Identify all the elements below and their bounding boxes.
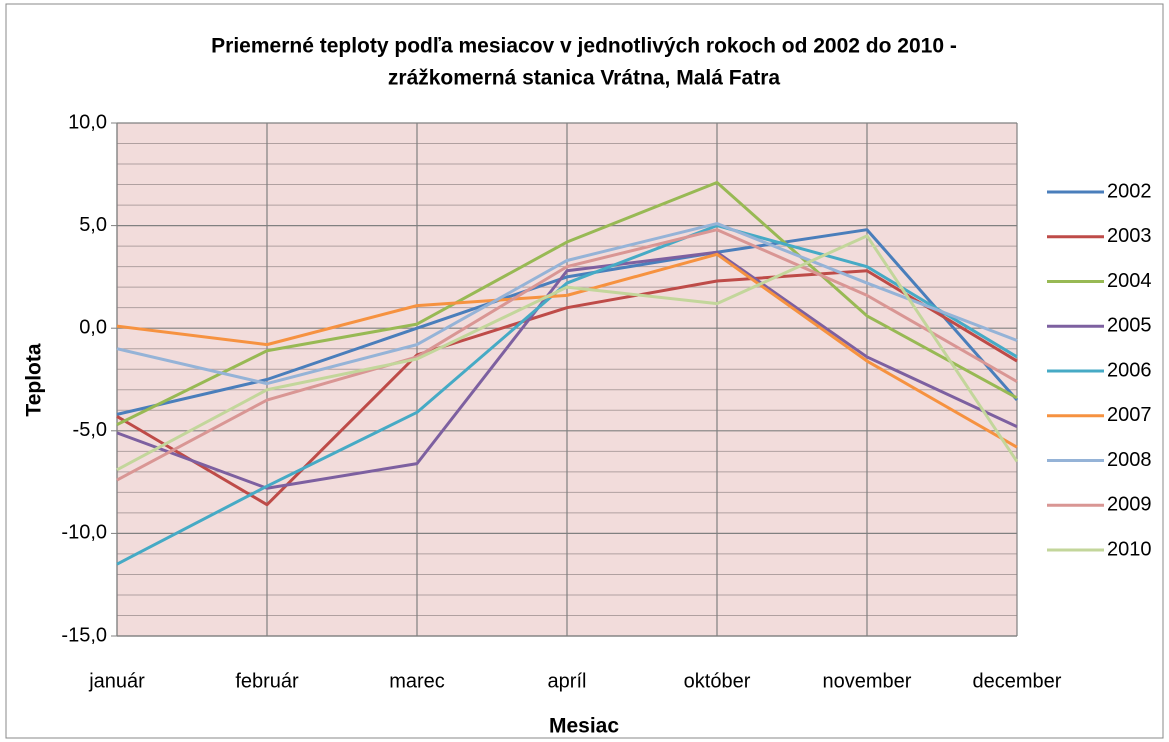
- x-tick-label: apríl: [548, 670, 587, 692]
- legend-label: 2007: [1107, 404, 1152, 426]
- legend-label: 2005: [1107, 315, 1152, 337]
- series-line: [116, 181, 1018, 426]
- x-tick-label: december: [973, 670, 1062, 692]
- series-line: [116, 269, 1018, 507]
- series-line: [116, 252, 1018, 449]
- series-line: [116, 222, 1018, 386]
- chart-title: Priemerné teploty podľa mesiacov v jedno…: [211, 35, 957, 58]
- legend-label: 2004: [1107, 270, 1152, 292]
- series-line: [116, 228, 1018, 482]
- legend-label: 2002: [1107, 180, 1152, 202]
- series-line: [116, 250, 1018, 490]
- legend-label: 2008: [1107, 449, 1152, 471]
- chart-title: zrážkomerná stanica Vrátna, Malá Fatra: [388, 67, 780, 90]
- x-tick-label: november: [823, 670, 912, 692]
- y-tick-label: -10,0: [61, 522, 107, 544]
- y-tick-label: 0,0: [79, 316, 107, 338]
- legend-label: 2010: [1107, 538, 1152, 560]
- x-tick-label: február: [235, 670, 299, 692]
- y-axis-label: Teplota: [23, 343, 46, 416]
- series-line: [116, 228, 1019, 416]
- series-line: [116, 234, 1019, 472]
- x-tick-label: október: [684, 670, 751, 692]
- legend-label: 2009: [1107, 494, 1152, 516]
- y-tick-label: -15,0: [61, 624, 107, 646]
- x-axis-label: Mesiac: [549, 715, 619, 738]
- series-line: [116, 224, 1018, 566]
- y-tick-label: 5,0: [79, 214, 107, 236]
- y-tick-label: 10,0: [68, 111, 107, 133]
- legend-label: 2003: [1107, 225, 1152, 247]
- y-tick-label: -5,0: [73, 419, 107, 441]
- x-tick-label: január: [88, 670, 145, 692]
- x-tick-label: marec: [389, 670, 445, 692]
- legend-label: 2006: [1107, 359, 1152, 381]
